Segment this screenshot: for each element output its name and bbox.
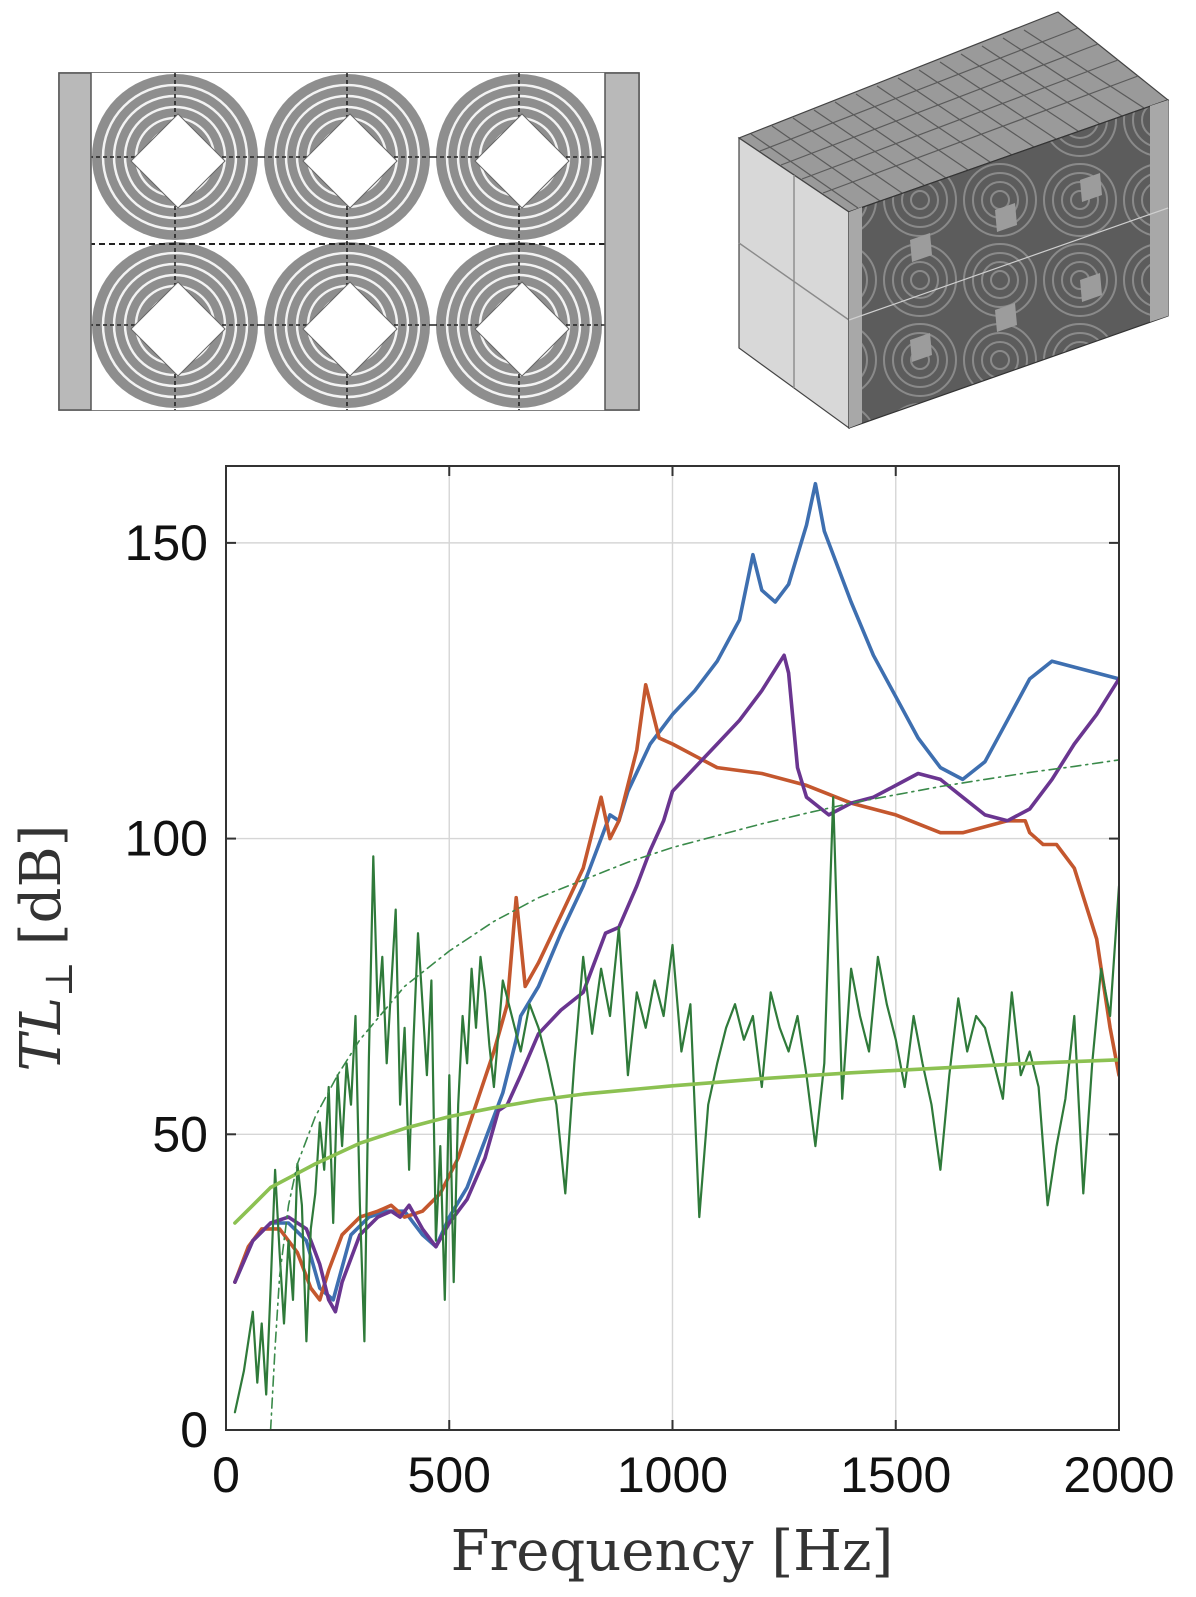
y-axis-title: TL⊥ [dB] bbox=[9, 825, 81, 1072]
y-tick-label: 0 bbox=[180, 1402, 208, 1458]
y-axis-symbol: TL bbox=[9, 997, 74, 1072]
x-tick-label: 0 bbox=[212, 1447, 240, 1503]
x-tick-label: 1000 bbox=[617, 1447, 728, 1503]
series-line-5 bbox=[233, 1058, 1119, 1225]
plot-series bbox=[233, 481, 1119, 1430]
y-tick-label: 50 bbox=[152, 1106, 208, 1162]
x-axis-title: Frequency [Hz] bbox=[451, 1519, 894, 1584]
series-line-4 bbox=[233, 796, 1119, 1414]
unit-cell-cross-section-image bbox=[58, 72, 640, 411]
series-line-6 bbox=[269, 759, 1119, 1430]
x-tick-label: 2000 bbox=[1063, 1447, 1174, 1503]
y-axis-unit: [dB] bbox=[9, 825, 74, 946]
y-tick-label: 150 bbox=[125, 515, 208, 571]
x-tick-label: 1500 bbox=[840, 1447, 951, 1503]
axis-ticks: 0 500 1000 1500 2000 0 50 100 150 bbox=[125, 466, 1175, 1503]
y-tick-label: 100 bbox=[125, 811, 208, 867]
y-axis-subscript: ⊥ bbox=[37, 961, 81, 997]
metamaterial-3d-block-image bbox=[737, 11, 1170, 430]
x-tick-label: 500 bbox=[408, 1447, 491, 1503]
